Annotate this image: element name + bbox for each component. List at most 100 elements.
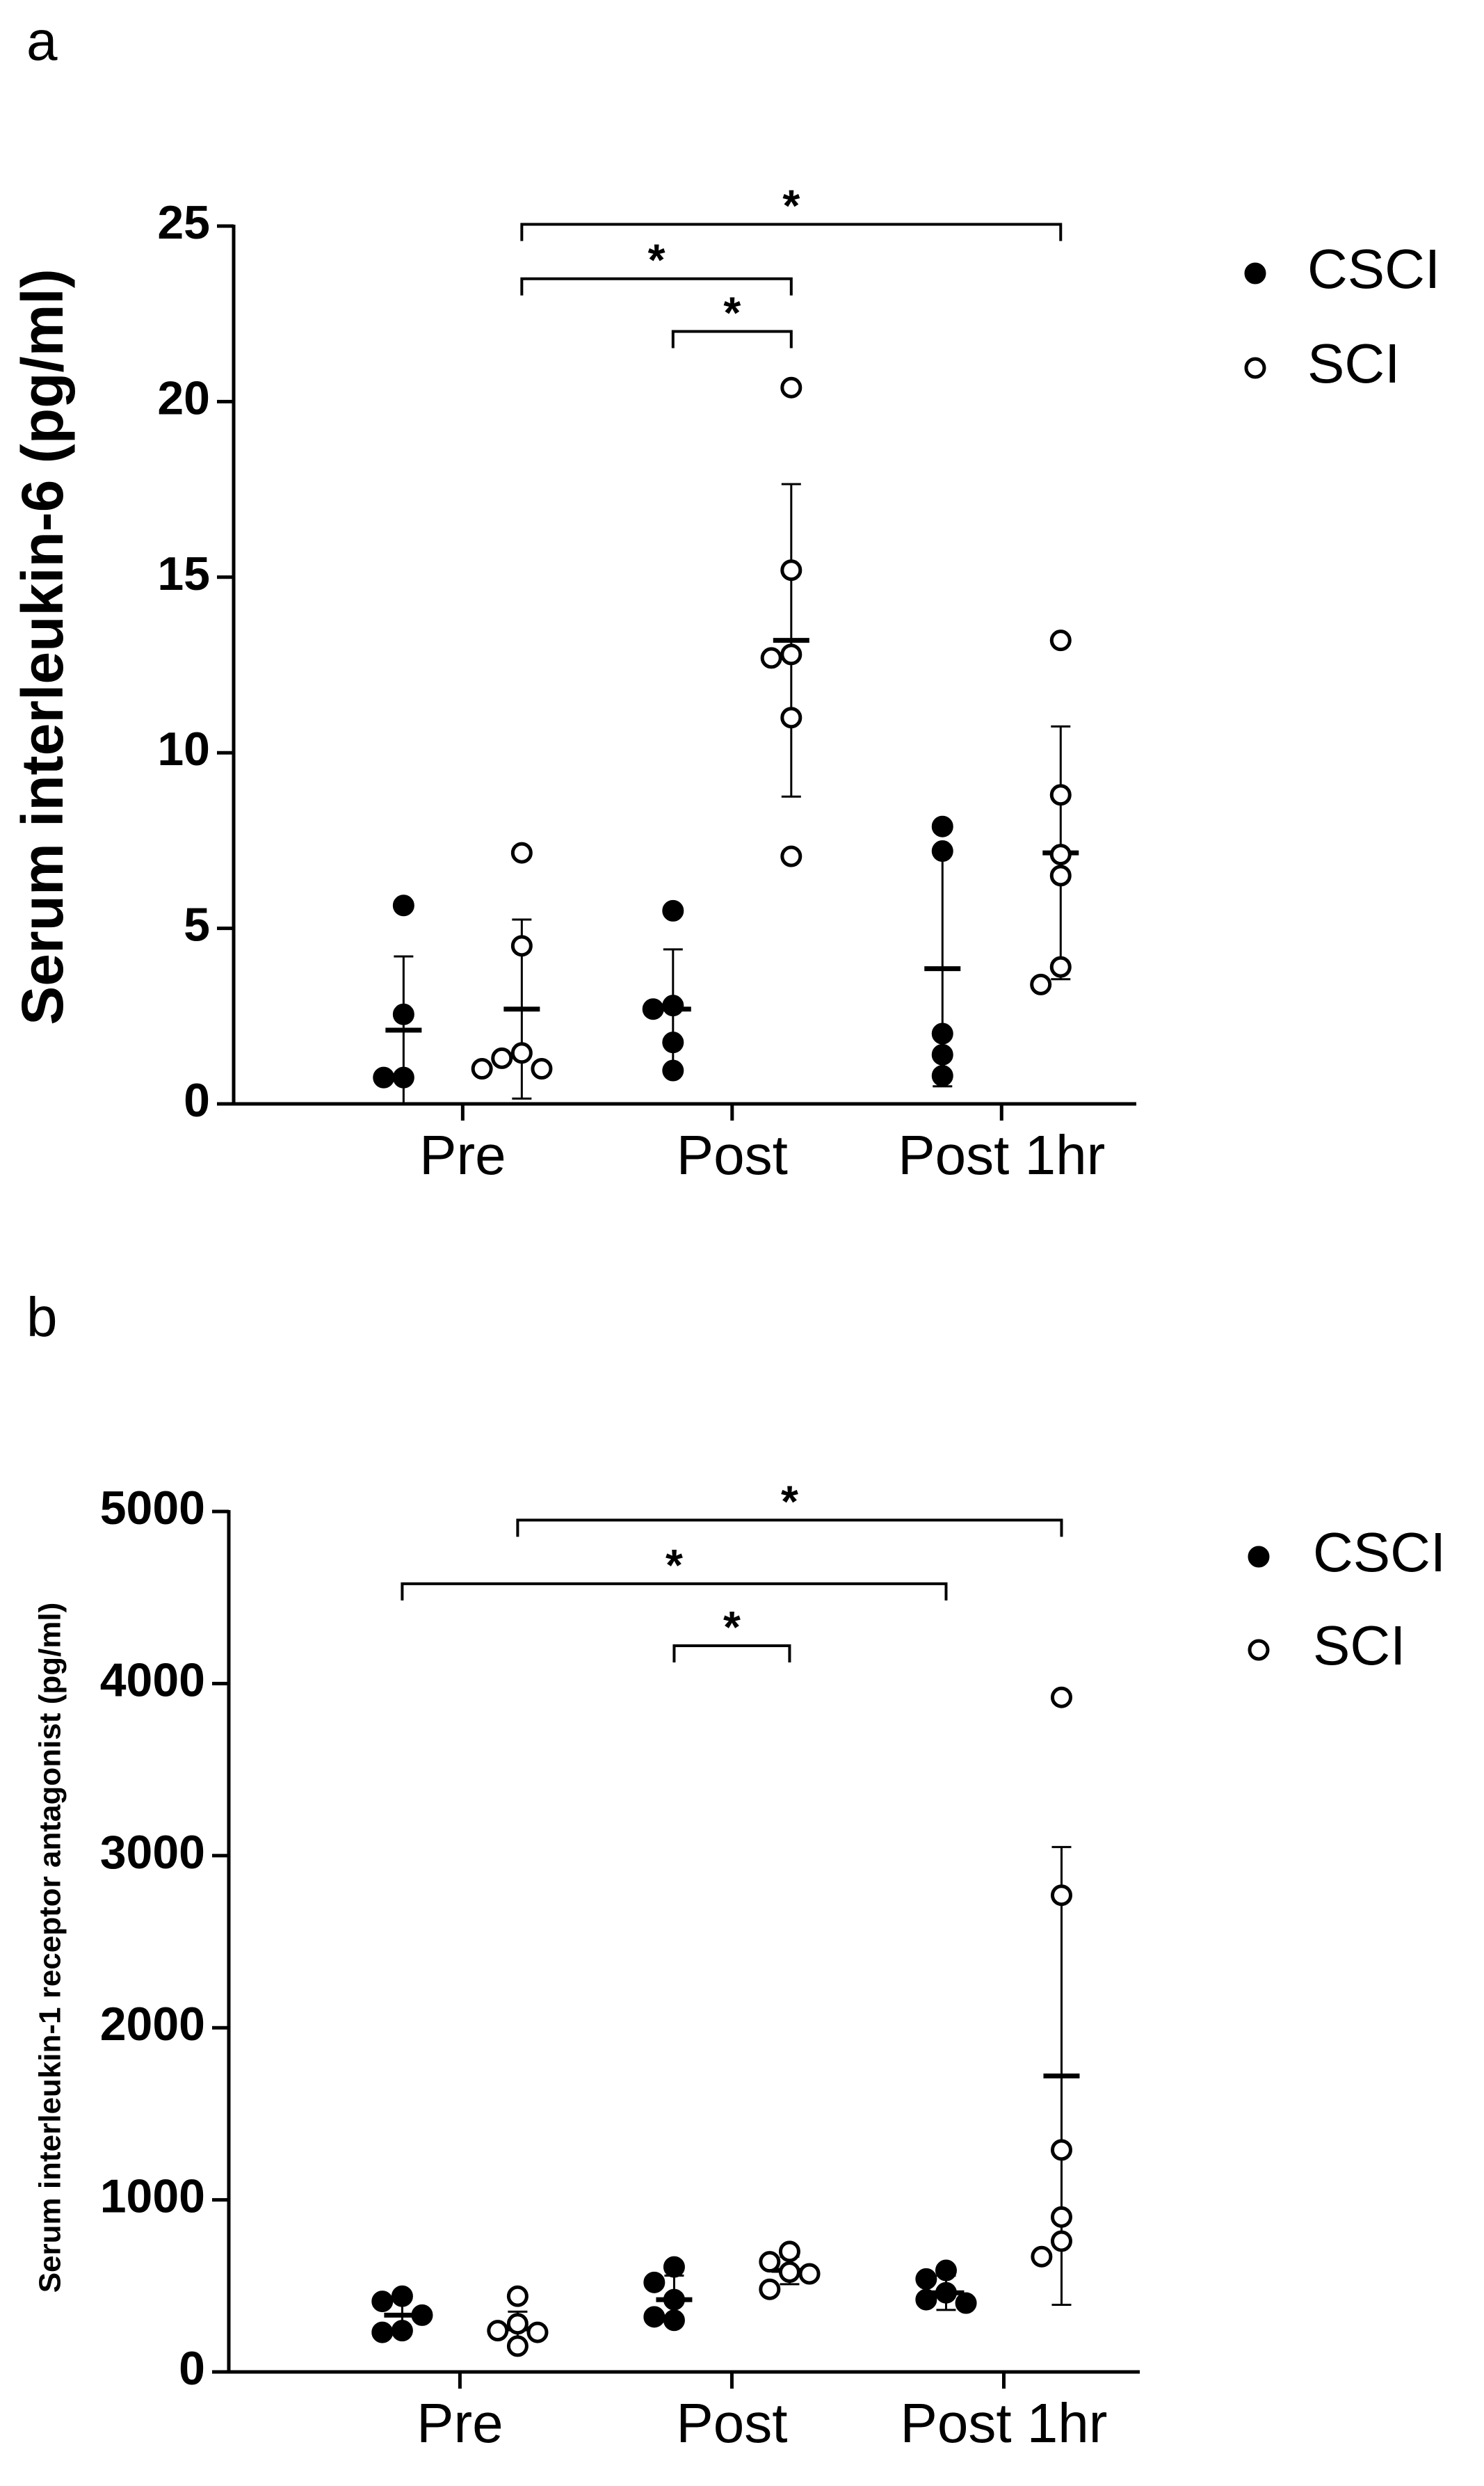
data-point	[526, 2321, 549, 2343]
data-point	[663, 2309, 685, 2332]
data-point	[931, 1023, 953, 1045]
data-point	[642, 998, 664, 1020]
significance-bracket	[520, 277, 793, 296]
y-tick-label: 3000	[100, 1826, 205, 1879]
legend-label: SCI	[1307, 332, 1400, 394]
significance-bracket	[671, 330, 793, 348]
significance-bracket	[520, 223, 1063, 241]
data-point	[663, 2256, 685, 2278]
data-point	[392, 1066, 414, 1089]
data-point	[935, 2281, 957, 2304]
y-tick-label: 2000	[100, 1998, 205, 2051]
data-point	[391, 2320, 413, 2342]
y-tick-label: 0	[179, 2342, 205, 2395]
data-point	[1050, 2206, 1072, 2228]
data-point	[915, 2268, 937, 2290]
y-tick-label: 5	[184, 899, 210, 952]
data-point	[391, 2285, 413, 2307]
panel-label: a	[26, 10, 58, 72]
data-point	[510, 1042, 533, 1064]
data-point	[411, 2304, 433, 2326]
legend-marker	[1244, 357, 1266, 379]
legend-label: SCI	[1313, 1614, 1405, 1676]
significance-star: *	[666, 1540, 683, 1590]
significance-star: *	[723, 287, 741, 337]
x-tick-label: Post 1hr	[901, 2392, 1108, 2454]
data-point	[931, 815, 953, 837]
data-point	[1031, 2245, 1053, 2268]
data-point	[663, 2288, 685, 2311]
data-point	[643, 2271, 666, 2293]
data-point	[778, 2240, 800, 2263]
significance-bracket	[672, 1644, 791, 1662]
data-point	[531, 1058, 553, 1080]
y-tick-label: 10	[157, 723, 210, 776]
data-point	[780, 376, 803, 399]
data-point	[780, 559, 803, 582]
data-point	[373, 1066, 395, 1089]
y-tick-label: 4000	[100, 1653, 205, 1706]
data-point	[931, 840, 953, 863]
x-tick-label: Post	[677, 1124, 788, 1186]
data-point	[371, 2321, 394, 2343]
data-point	[1050, 2230, 1072, 2252]
data-point	[798, 2263, 821, 2285]
data-point	[662, 1032, 684, 1054]
significance-bracket	[516, 1518, 1063, 1537]
y-tick-label: 20	[157, 371, 210, 424]
data-point	[487, 2320, 509, 2342]
legend-marker	[1244, 262, 1266, 284]
data-point	[506, 2335, 529, 2357]
data-point	[662, 995, 684, 1017]
data-point	[1050, 1884, 1072, 1907]
legend-label: CSCI	[1313, 1521, 1446, 1583]
data-point	[1050, 1686, 1072, 1708]
data-point	[643, 2306, 666, 2328]
y-tick-label: 5000	[100, 1482, 205, 1534]
data-point	[955, 2292, 977, 2314]
data-point	[759, 2278, 781, 2300]
data-point	[1030, 973, 1052, 995]
legend-label: CSCI	[1307, 238, 1440, 300]
data-point	[931, 1065, 953, 1087]
y-tick-label: 15	[157, 547, 210, 600]
data-point	[1049, 844, 1072, 866]
y-tick-label: 25	[157, 196, 210, 249]
significance-star: *	[723, 1602, 741, 1652]
significance-bracket	[401, 1582, 948, 1601]
data-point	[1049, 629, 1072, 652]
significance-star: *	[782, 180, 800, 230]
data-point	[780, 643, 803, 666]
y-axis-label: Serum interleukin-6 (pg/ml)	[10, 268, 75, 1025]
legend-marker	[1248, 1546, 1270, 1568]
data-point	[760, 647, 782, 669]
data-point	[1049, 865, 1072, 887]
data-point	[510, 842, 533, 864]
significance-star: *	[648, 235, 666, 285]
x-tick-label: Pre	[419, 1124, 506, 1186]
y-axis-label: Serum interleukin-1 receptor antagonist …	[33, 1603, 67, 2293]
data-point	[510, 935, 533, 957]
data-point	[1049, 956, 1072, 978]
data-point	[506, 2285, 529, 2307]
data-point	[491, 1047, 513, 1069]
data-point	[392, 895, 414, 917]
data-point	[662, 1059, 684, 1082]
data-point	[778, 2261, 800, 2284]
x-tick-label: Post	[676, 2392, 787, 2454]
x-tick-label: Post 1hr	[898, 1124, 1105, 1186]
data-point	[759, 2251, 781, 2273]
data-point	[392, 1003, 414, 1025]
data-point	[780, 707, 803, 729]
legend-marker	[1248, 1639, 1270, 1661]
data-point	[935, 2259, 957, 2281]
y-tick-label: 1000	[100, 2170, 205, 2223]
data-point	[662, 899, 684, 922]
data-point	[371, 2291, 394, 2313]
data-point	[506, 2313, 529, 2335]
panel-label: b	[26, 1286, 58, 1348]
data-point	[1050, 2139, 1072, 2161]
y-tick-label: 0	[184, 1074, 210, 1127]
data-point	[780, 845, 803, 867]
